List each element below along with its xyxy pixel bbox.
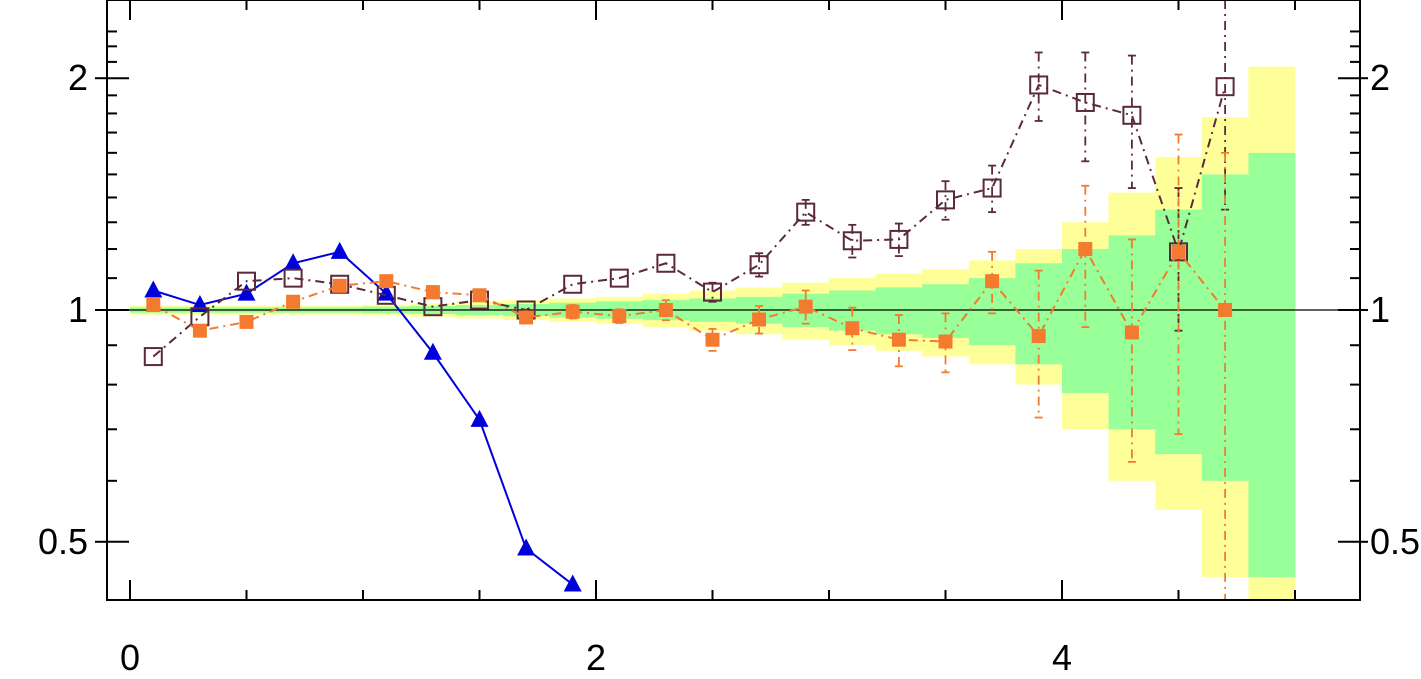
data-point bbox=[379, 274, 394, 289]
data-point bbox=[1122, 105, 1142, 125]
y-tick-label-left: 2 bbox=[68, 57, 88, 98]
y-tick-label-left: 1 bbox=[68, 289, 88, 330]
band-bin bbox=[968, 278, 1016, 346]
data-point bbox=[192, 323, 207, 338]
data-point bbox=[1215, 77, 1235, 97]
series-group bbox=[146, 133, 1233, 601]
data-point bbox=[703, 282, 722, 302]
data-point bbox=[146, 298, 161, 313]
data-point bbox=[1078, 242, 1093, 257]
band-bin bbox=[875, 287, 923, 335]
data-point bbox=[332, 278, 347, 293]
data-point bbox=[938, 334, 953, 349]
data-point bbox=[1171, 244, 1186, 259]
data-point bbox=[749, 255, 769, 275]
data-point bbox=[472, 288, 487, 303]
series-line bbox=[152, 246, 1226, 343]
y-tick-label-right: 0.5 bbox=[1370, 521, 1420, 562]
x-tick-label: 4 bbox=[1052, 637, 1072, 678]
axis-ticks bbox=[95, 0, 1368, 600]
data-point bbox=[936, 190, 955, 210]
data-point bbox=[144, 280, 163, 298]
series-group bbox=[144, 241, 582, 592]
data-point bbox=[1029, 75, 1049, 95]
data-point bbox=[423, 342, 442, 360]
data-point bbox=[470, 409, 489, 427]
data-point bbox=[283, 268, 303, 288]
data-point bbox=[563, 574, 582, 592]
data-point bbox=[982, 178, 1002, 198]
data-point bbox=[1075, 92, 1095, 112]
band-bin bbox=[922, 284, 970, 338]
data-series bbox=[143, 0, 1235, 601]
data-point bbox=[612, 309, 627, 324]
y-tick-label-left: 0.5 bbox=[38, 521, 88, 562]
data-point bbox=[845, 321, 860, 336]
data-point bbox=[796, 202, 816, 222]
x-tick-label: 2 bbox=[586, 637, 606, 678]
plot-frame bbox=[106, 0, 1361, 601]
data-point bbox=[143, 347, 163, 367]
data-point bbox=[1031, 329, 1046, 344]
data-point bbox=[798, 299, 813, 314]
data-point bbox=[237, 271, 256, 291]
data-point bbox=[891, 332, 906, 347]
tick-labels: 0 2 4 0.5 1 2 0.5 1 2 bbox=[38, 57, 1420, 678]
data-point bbox=[237, 283, 256, 301]
data-point bbox=[239, 314, 254, 329]
data-point bbox=[1218, 303, 1233, 317]
data-point bbox=[1124, 325, 1139, 340]
data-point bbox=[284, 253, 303, 271]
y-tick-label-right: 1 bbox=[1370, 289, 1390, 330]
data-point bbox=[519, 310, 534, 325]
data-point bbox=[656, 253, 676, 273]
data-point bbox=[842, 231, 862, 251]
data-point bbox=[565, 304, 580, 319]
data-point bbox=[985, 274, 1000, 289]
data-point bbox=[330, 241, 349, 259]
band-bin bbox=[1248, 152, 1296, 578]
data-point bbox=[658, 303, 673, 317]
y-tick-label-right: 2 bbox=[1370, 57, 1390, 98]
x-tick-label: 0 bbox=[120, 637, 140, 678]
data-point bbox=[425, 285, 440, 300]
data-point bbox=[286, 294, 301, 309]
data-point bbox=[705, 332, 720, 347]
data-point bbox=[517, 538, 536, 556]
error-bands bbox=[130, 66, 1296, 601]
data-point bbox=[563, 274, 583, 294]
data-point bbox=[752, 312, 767, 327]
data-point bbox=[609, 268, 629, 288]
data-point bbox=[889, 229, 909, 249]
